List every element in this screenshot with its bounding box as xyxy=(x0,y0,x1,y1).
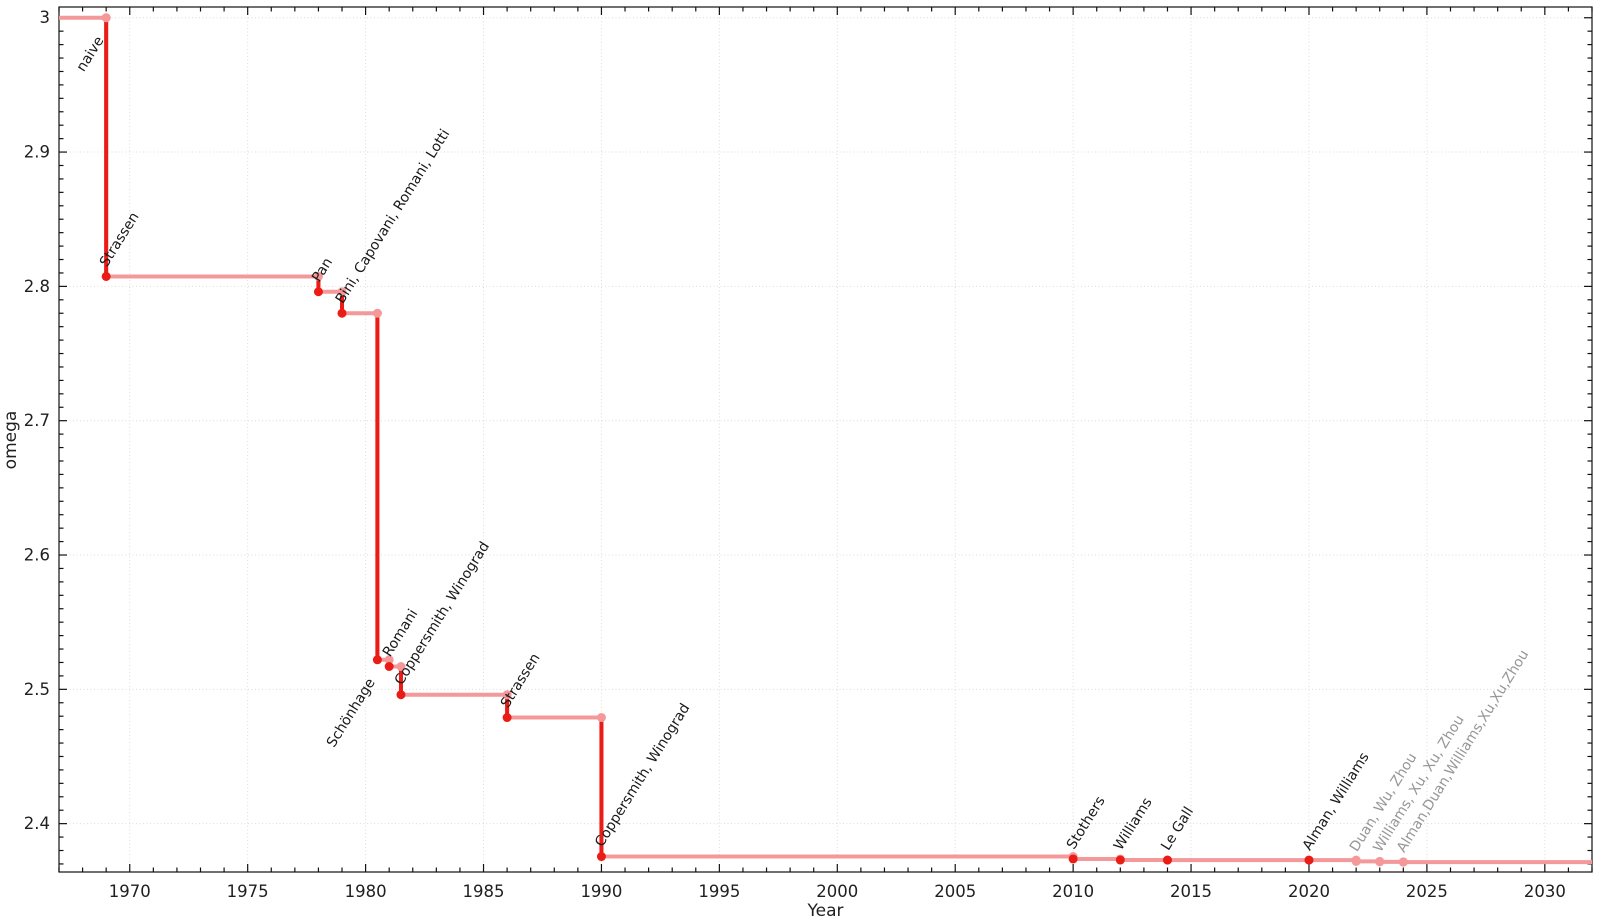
y-tick-label: 2.6 xyxy=(24,546,50,565)
data-point-dot xyxy=(372,655,382,665)
x-tick-label: 2020 xyxy=(1288,882,1330,901)
x-tick-label: 1970 xyxy=(109,882,151,901)
step-corner-dot xyxy=(384,655,394,665)
x-tick-label: 2000 xyxy=(816,882,858,901)
x-tick-label: 1990 xyxy=(580,882,622,901)
data-point-dot xyxy=(1398,857,1408,867)
y-tick-label: 2.4 xyxy=(24,814,50,833)
step-corner-dot xyxy=(502,690,512,700)
x-tick-label: 2010 xyxy=(1052,882,1094,901)
data-point-dot xyxy=(1351,856,1361,866)
x-tick-label: 2015 xyxy=(1170,882,1212,901)
data-point-dot xyxy=(384,661,394,671)
step-corner-dot xyxy=(313,271,323,281)
x-tick-label: 2030 xyxy=(1524,882,1566,901)
y-tick-label: 3 xyxy=(40,8,51,27)
data-point-dot xyxy=(396,690,406,700)
plot-frame xyxy=(58,6,1593,873)
x-tick-label: 1975 xyxy=(227,882,269,901)
data-point-dot xyxy=(313,287,323,297)
step-corner-dot xyxy=(396,661,406,671)
x-tick-label: 1980 xyxy=(345,882,387,901)
data-point-dot xyxy=(1375,857,1385,867)
axes xyxy=(58,6,1593,873)
data-point-dot xyxy=(502,713,512,723)
gridlines xyxy=(59,7,1592,872)
data-point-dot xyxy=(1068,854,1078,864)
tick-labels: 1970 1975 1980 1985 1990 1995 2000 2005 2010 2015… xyxy=(24,8,1566,901)
series xyxy=(59,13,1592,867)
y-tick-label: 2.8 xyxy=(24,277,50,296)
x-tick-label: 2025 xyxy=(1406,882,1448,901)
data-point-dot xyxy=(337,308,347,318)
x-tick-label: 1995 xyxy=(698,882,740,901)
step-corner-dot xyxy=(337,287,347,297)
y-tick-label: 2.9 xyxy=(24,143,50,162)
data-point-dot xyxy=(596,852,606,862)
data-point-dot xyxy=(101,13,111,23)
data-point-dot xyxy=(1304,855,1314,865)
data-point-dot xyxy=(1162,855,1172,865)
x-tick-label: 1985 xyxy=(463,882,505,901)
step-corner-dot xyxy=(596,713,606,723)
y-axis-title: omega xyxy=(1,410,21,470)
x-tick-label: 2005 xyxy=(934,882,976,901)
x-axis-title: Year xyxy=(807,901,844,920)
data-point-dot xyxy=(101,271,111,281)
y-tick-label: 2.5 xyxy=(24,680,50,699)
data-point-dot xyxy=(1115,855,1125,865)
step-corner-dot xyxy=(372,308,382,318)
y-tick-label: 2.7 xyxy=(24,411,50,430)
